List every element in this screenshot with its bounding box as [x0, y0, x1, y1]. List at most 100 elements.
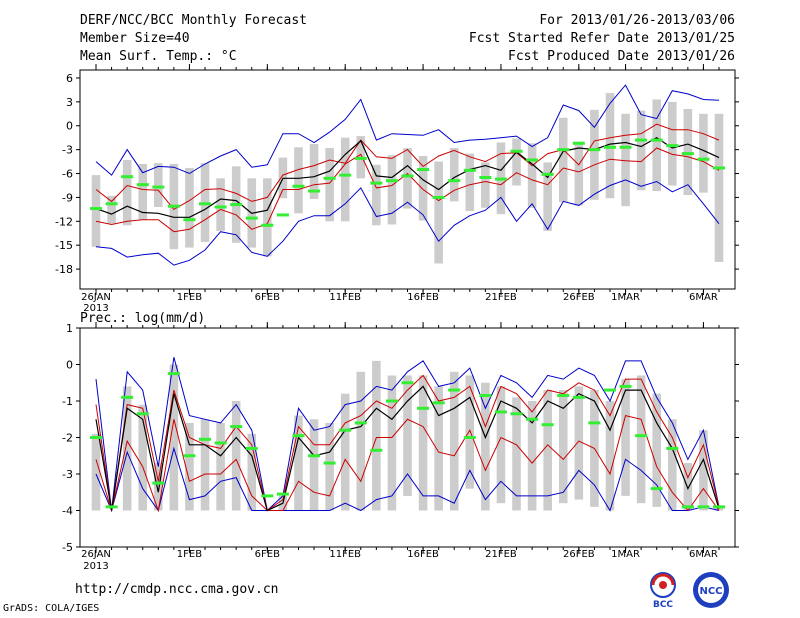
- ensemble-box: [138, 163, 148, 220]
- median-marker: [261, 223, 274, 227]
- median-marker: [417, 168, 430, 172]
- median-marker: [448, 388, 461, 392]
- median-marker: [230, 203, 243, 207]
- ensemble-box: [465, 375, 475, 489]
- ensemble-box: [154, 163, 163, 207]
- x-tick-label: 1MAR: [611, 549, 640, 560]
- median-marker: [354, 421, 367, 425]
- median-marker: [697, 157, 710, 161]
- median-marker: [650, 487, 663, 491]
- y-tick-label: -3: [62, 468, 73, 481]
- series-line-max: [95, 357, 720, 512]
- ensemble-box: [387, 375, 397, 511]
- ensemble-box: [449, 371, 459, 511]
- median-marker: [261, 494, 274, 498]
- median-marker: [666, 446, 679, 450]
- median-marker: [121, 395, 134, 399]
- ensemble-box: [605, 401, 615, 511]
- series-line-min: [95, 446, 720, 513]
- ensemble-box: [216, 422, 225, 511]
- ensemble-box: [434, 161, 443, 264]
- ensemble-box: [667, 101, 677, 186]
- ensemble-box: [138, 404, 148, 511]
- median-marker: [276, 213, 289, 217]
- x-tick-label: 6MAR: [689, 549, 718, 560]
- median-marker: [323, 176, 336, 180]
- median-marker: [510, 412, 523, 416]
- y-tick-label: -4: [62, 505, 73, 518]
- ensemble-box: [185, 167, 194, 248]
- ensemble-box: [512, 138, 521, 186]
- series-line-max: [95, 84, 720, 176]
- ensemble-box: [667, 419, 677, 511]
- median-marker: [214, 205, 227, 209]
- median-marker: [635, 138, 648, 142]
- ensemble-box: [605, 93, 615, 199]
- median-marker: [417, 406, 430, 410]
- series-line-mean: [95, 136, 720, 218]
- x-tick-label: 26JAN: [81, 292, 111, 303]
- x-tick-label: 1FEB: [177, 549, 202, 560]
- ensemble-box: [621, 113, 630, 207]
- ensemble-box: [372, 164, 381, 226]
- ensemble-box: [699, 430, 708, 511]
- median-marker: [401, 381, 414, 385]
- ensemble-box: [465, 153, 475, 211]
- ensemble-box: [309, 419, 319, 511]
- x-tick-label: 26JAN: [81, 549, 111, 560]
- footer-url[interactable]: http://cmdp.ncc.cma.gov.cn: [75, 582, 279, 597]
- grads-credit: GrADS: COLA/IGES: [3, 603, 100, 614]
- median-marker: [292, 434, 305, 438]
- x-tick-label: 26FEB: [563, 292, 595, 303]
- x-tick-year: 2013: [83, 561, 108, 572]
- ensemble-box: [340, 393, 350, 511]
- ensemble-box: [185, 422, 194, 511]
- y-tick-label: -3: [62, 144, 73, 157]
- ensemble-box: [340, 137, 350, 222]
- series-line-upper-quantile: [95, 123, 720, 211]
- median-marker: [152, 185, 165, 189]
- ensemble-box: [200, 419, 210, 511]
- median-marker: [619, 384, 632, 388]
- median-marker: [541, 423, 554, 427]
- ensemble-box: [574, 141, 584, 206]
- variable-label-temp: Mean Surf. Temp.: °C: [80, 49, 237, 64]
- ensemble-box: [590, 109, 599, 200]
- series-line-upper-quantile: [95, 374, 720, 512]
- ensemble-box: [309, 144, 319, 200]
- y-tick-label: -5: [62, 541, 73, 554]
- ensemble-box: [294, 415, 303, 511]
- ensemble-box: [263, 178, 272, 257]
- median-marker: [510, 149, 523, 153]
- ensemble-box: [714, 113, 724, 262]
- median-marker: [276, 492, 289, 496]
- median-marker: [448, 179, 461, 183]
- median-marker: [136, 412, 149, 416]
- x-tick-label: 21FEB: [485, 292, 517, 303]
- x-tick-label: 6MAR: [689, 292, 718, 303]
- median-marker: [432, 401, 445, 405]
- produced-date: Fcst Produced Date 2013/01/26: [508, 49, 735, 64]
- median-marker: [463, 168, 476, 172]
- median-marker: [167, 204, 180, 208]
- y-tick-label: -1: [62, 395, 73, 408]
- y-tick-label: 3: [66, 96, 73, 109]
- ensemble-box: [449, 148, 459, 202]
- median-marker: [105, 202, 118, 206]
- median-marker: [557, 394, 570, 398]
- ensemble-box: [652, 393, 661, 507]
- ensemble-box: [558, 390, 568, 504]
- bcc-logo-text: BCC: [653, 600, 673, 610]
- ensemble-box: [356, 371, 366, 511]
- y-tick-label: 6: [66, 72, 73, 85]
- median-marker: [167, 372, 180, 376]
- median-marker: [370, 448, 383, 452]
- median-marker: [681, 505, 694, 509]
- x-tick-label: 11FEB: [329, 549, 361, 560]
- median-marker: [541, 172, 554, 176]
- x-tick-label: 16FEB: [407, 549, 439, 560]
- median-marker: [354, 156, 367, 160]
- median-marker: [199, 437, 212, 441]
- ensemble-box: [403, 375, 412, 496]
- median-marker: [526, 158, 539, 162]
